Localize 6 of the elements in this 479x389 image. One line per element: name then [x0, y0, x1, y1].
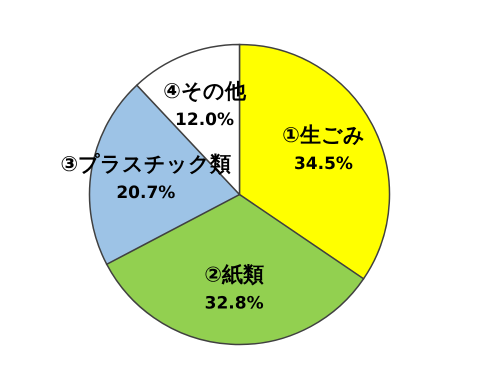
- data-label: 20.7%: [116, 182, 176, 203]
- data-label: 12.0%: [175, 110, 234, 130]
- data-label: 34.5%: [294, 154, 353, 174]
- data-label: 32.8%: [204, 293, 264, 314]
- slice-label: ②紙類: [204, 262, 264, 286]
- slice-label: ①生ごみ: [282, 123, 365, 148]
